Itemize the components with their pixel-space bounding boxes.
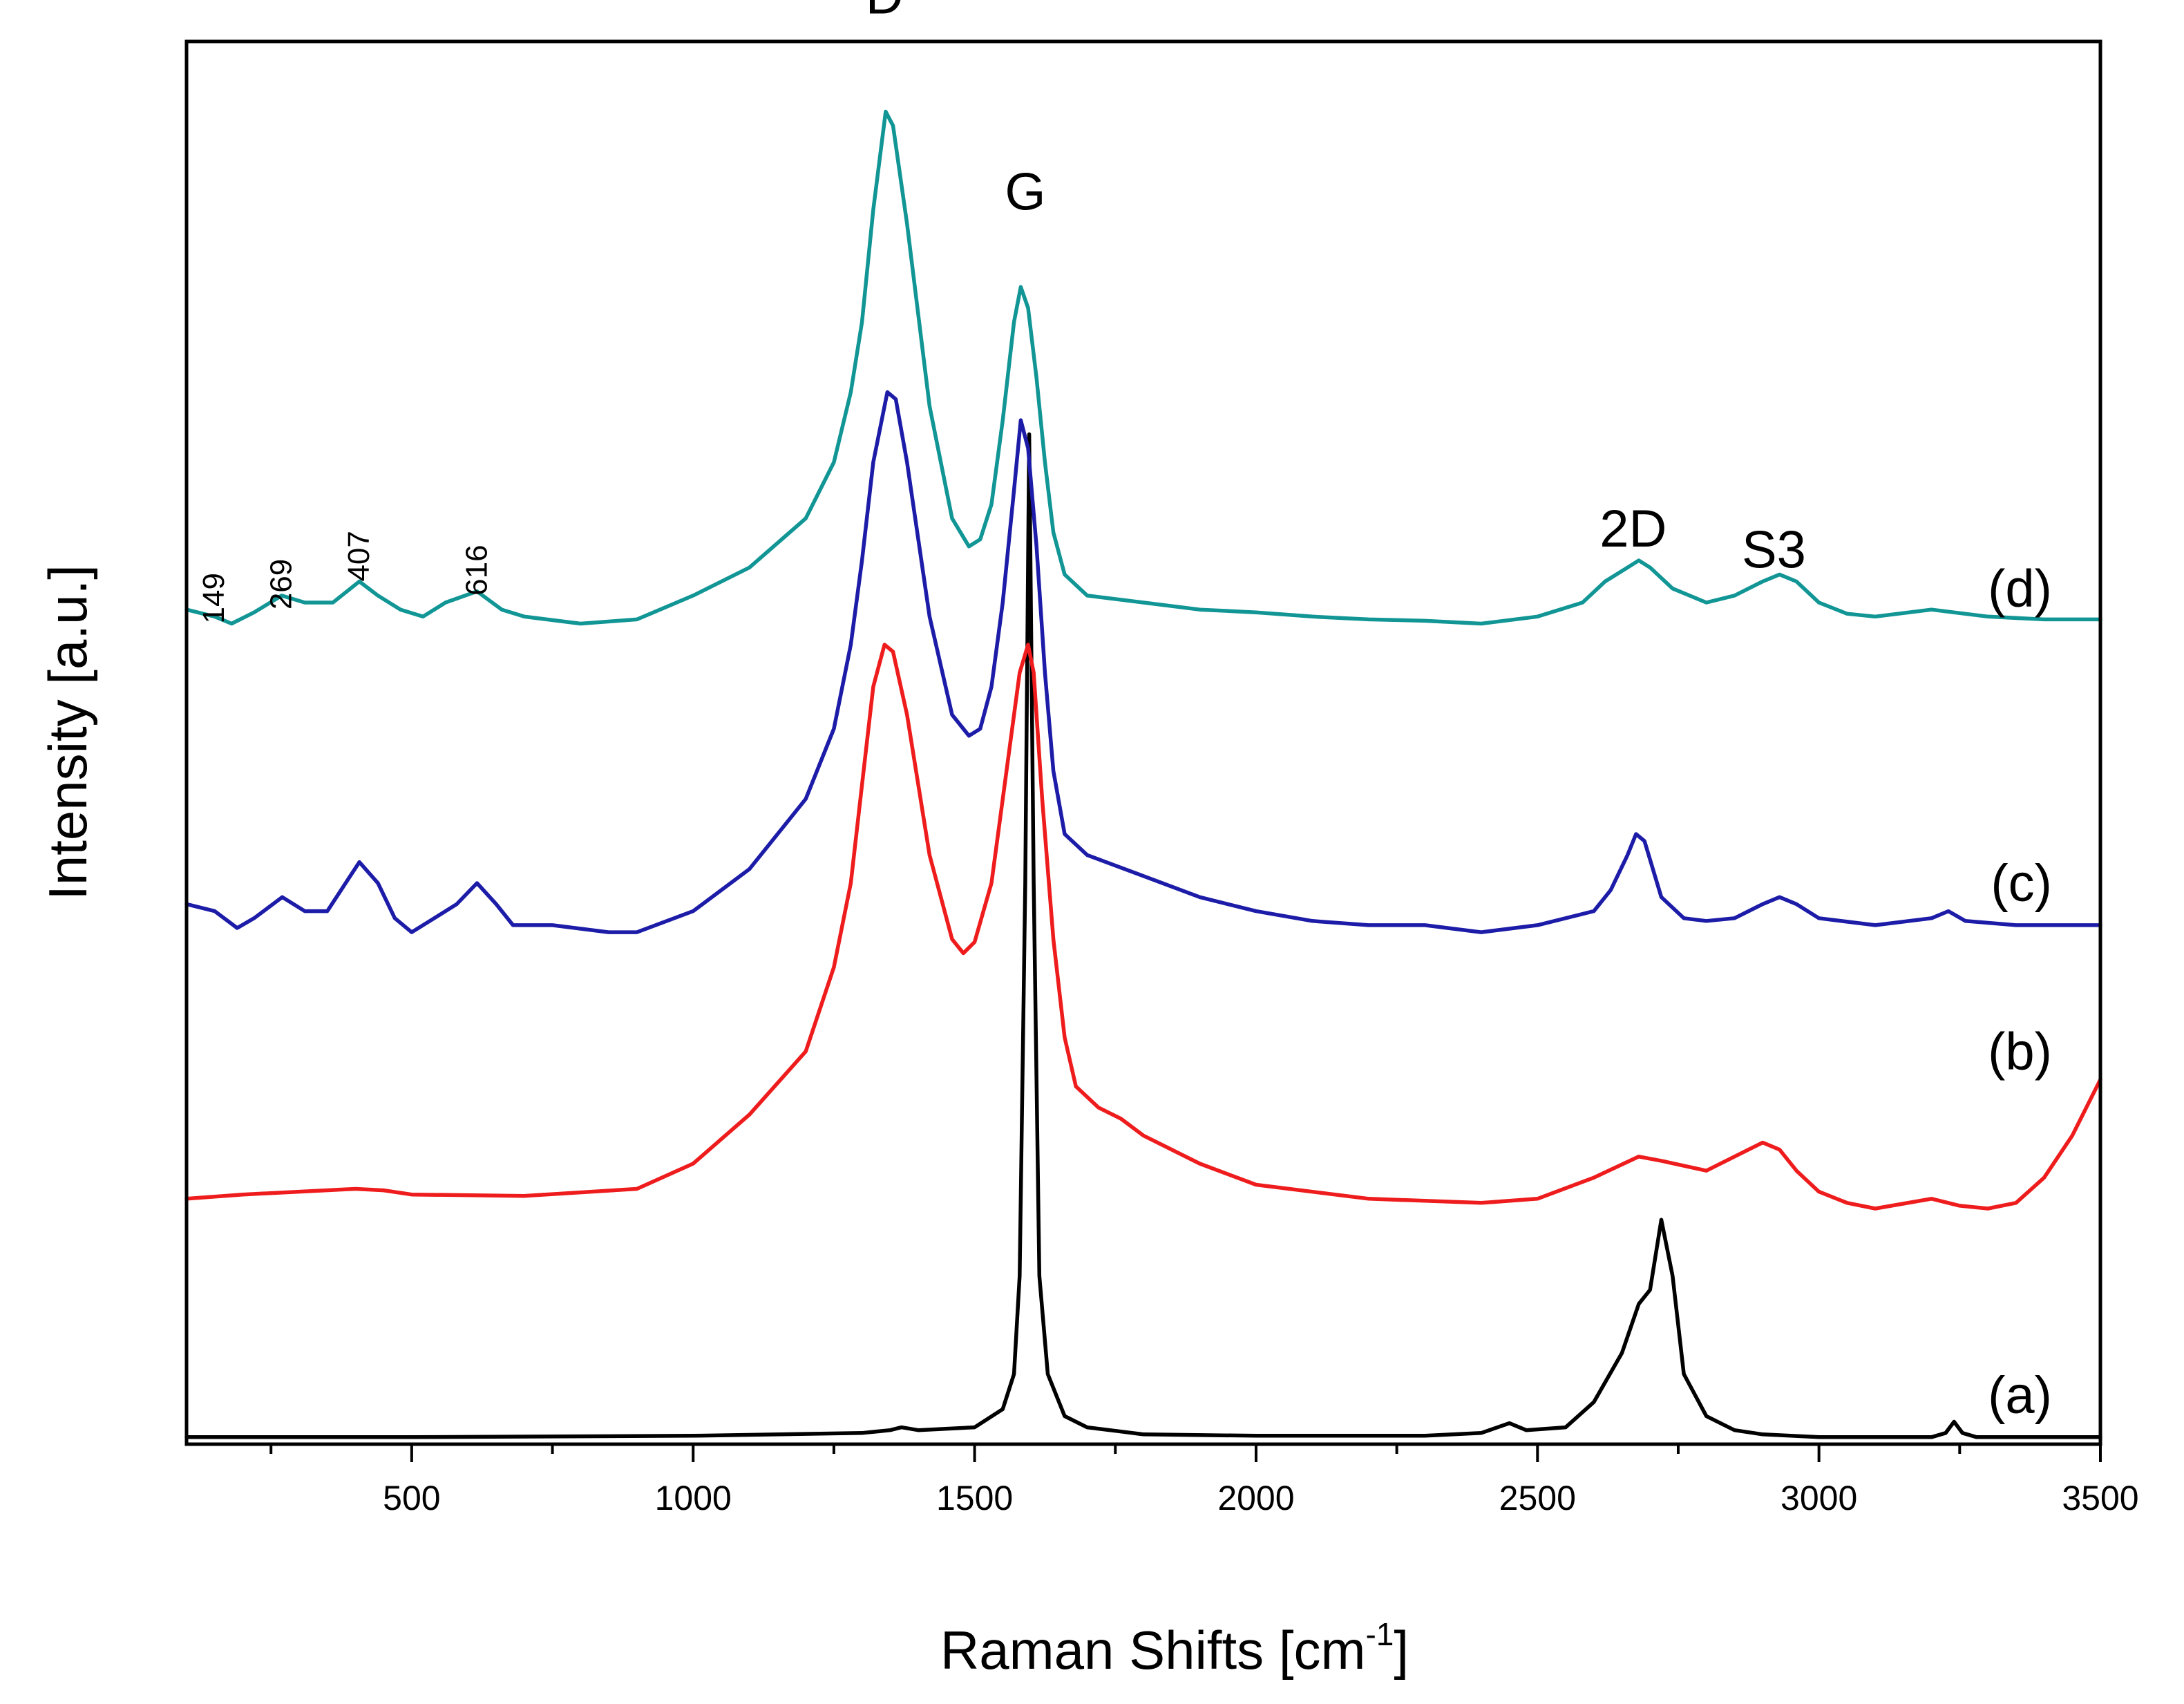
annotation-layer: D G 2D S3 149 269 407 616: [197, 0, 1806, 623]
x-tick-label: 2000: [1217, 1479, 1294, 1517]
plot-frame: [184, 39, 2102, 1446]
wavenumber-label: 269: [265, 559, 298, 609]
series-layer: (a) (b) (c) (d): [184, 109, 2102, 1439]
wavenumber-label: 616: [459, 545, 493, 595]
series-line-d: [184, 109, 2102, 626]
series-label-c: (c): [1991, 854, 2052, 913]
series-line-a: [184, 432, 2102, 1439]
x-axis-ticks: 500 1000 1500 2000 2500 3000 3500: [269, 1444, 2139, 1517]
x-axis-title-superscript: -1: [1365, 1616, 1394, 1652]
x-tick-label: 3500: [2062, 1479, 2138, 1517]
peak-label-g: G: [1005, 163, 1045, 222]
x-axis-title: Raman Shifts [cm-1]: [940, 1616, 1409, 1681]
y-axis-title: Intensity [a.u.]: [37, 565, 98, 900]
series-label-b: (b): [1988, 1023, 2052, 1081]
x-tick-label: 3000: [1781, 1479, 1857, 1517]
series-line-c: [184, 390, 2102, 934]
peak-label-d: D: [866, 0, 904, 25]
x-axis-title-close: ]: [1394, 1620, 1409, 1681]
x-tick-label: 500: [383, 1479, 440, 1517]
series-line-b: [184, 643, 2102, 1211]
series-label-d: (d): [1988, 560, 2052, 618]
x-tick-label: 1000: [655, 1479, 732, 1517]
wavenumber-label: 407: [342, 531, 376, 581]
x-tick-label: 1500: [936, 1479, 1013, 1517]
series-label-a: (a): [1988, 1366, 2052, 1425]
x-tick-label: 2500: [1499, 1479, 1576, 1517]
wavenumber-label: 149: [197, 573, 231, 623]
peak-label-2d: 2D: [1599, 500, 1667, 558]
peak-label-s3: S3: [1742, 520, 1806, 579]
x-axis-title-main: Raman Shifts [cm: [940, 1620, 1366, 1681]
